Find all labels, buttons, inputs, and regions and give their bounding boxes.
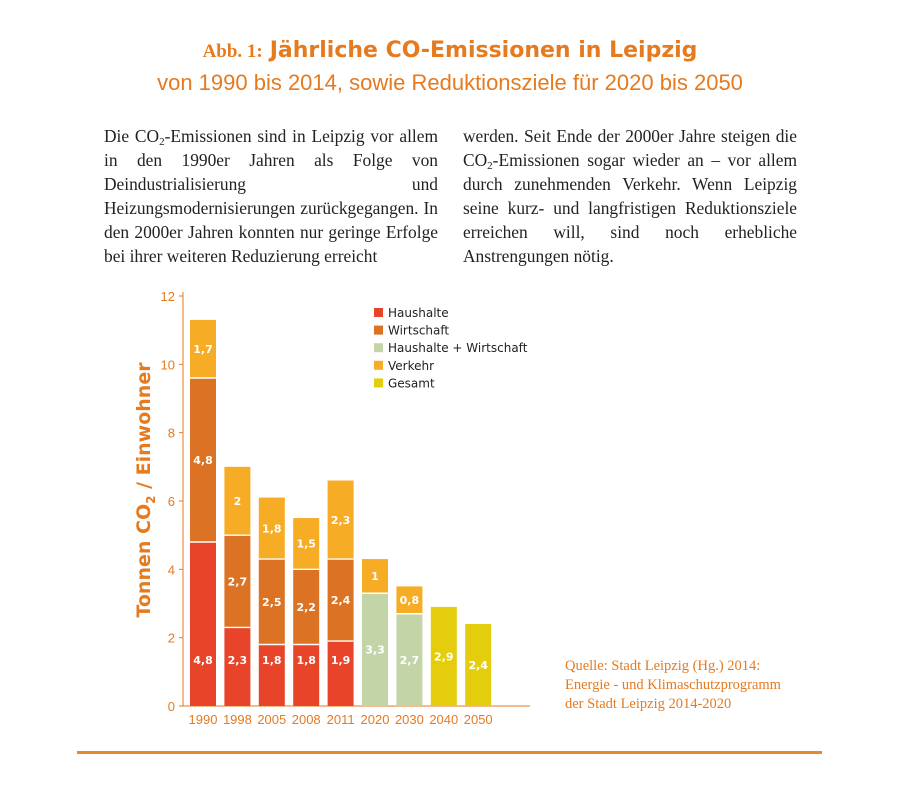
body-left-part-2: -Emissionen sind in Leipzig vor allem in… xyxy=(104,126,438,266)
bar-value-label: 0,8 xyxy=(400,594,420,607)
bar-value-label: 1,8 xyxy=(296,654,316,667)
body-right-part-2: -Emissionen sogar wieder an – vor allem … xyxy=(463,150,797,266)
y-tick-label: 10 xyxy=(161,357,175,372)
bar-value-label: 2,7 xyxy=(228,575,248,588)
bar-segment xyxy=(396,586,423,614)
bar-value-label: 2,4 xyxy=(468,659,488,672)
legend-swatch xyxy=(374,360,383,370)
legend-label: Gesamt xyxy=(388,376,435,390)
bar-value-label: 2,5 xyxy=(262,596,282,609)
chart-bars: 4,8 4,8 1,7 2,3 2,7 2 1,8 2,5 1,8 1,8 2,2 1,5 1,9 2,4… xyxy=(190,319,492,706)
y-axis-label-rest: / Einwohner xyxy=(133,362,155,496)
body-text-right: werden. Seit Ende der 2000er Jahre steig… xyxy=(463,124,797,268)
source-line-2: Energie - und Klimaschutzprogramm xyxy=(565,677,781,693)
body-left-subscript: 2 xyxy=(159,136,165,148)
bar-value-label: 1,8 xyxy=(262,654,282,667)
bar-segment xyxy=(224,535,251,628)
y-tick-label: 12 xyxy=(161,289,175,304)
x-tick-label: 2020 xyxy=(361,712,390,727)
bar-value-label: 4,8 xyxy=(193,654,213,667)
legend-label: Verkehr xyxy=(388,359,434,373)
bar-segment xyxy=(327,641,354,706)
bar-segment xyxy=(293,518,320,570)
legend-swatch xyxy=(374,343,383,353)
y-axis-label-subscript: 2 xyxy=(144,496,158,504)
y-tick-label: 2 xyxy=(168,631,175,646)
legend-swatch xyxy=(374,308,383,317)
bar-segment xyxy=(362,559,388,594)
y-axis-label: Tonnen CO2 / Einwohner xyxy=(133,362,158,618)
bar-value-label: 2,7 xyxy=(400,654,420,667)
title-line-1: Abb. 1: Jährliche CO-Emissionen in Leipz… xyxy=(0,34,900,67)
bar-value-label: 2,3 xyxy=(331,514,351,527)
bar-value-label: 1,8 xyxy=(262,522,282,535)
bar-value-label: 2,2 xyxy=(296,601,316,614)
x-tick-label: 2050 xyxy=(464,712,493,727)
body-text-left: Die CO2-Emissionen sind in Leipzig vor a… xyxy=(104,124,438,268)
bar-segment xyxy=(224,627,251,706)
body-right-part-1: werden. Seit Ende der 2000er Jahre steig… xyxy=(463,126,797,170)
x-tick-label: 2030 xyxy=(395,712,424,727)
y-axis-label-main: Tonnen CO xyxy=(133,504,155,618)
body-left-part-1: Die CO xyxy=(104,126,160,146)
y-tick-label: 8 xyxy=(168,426,175,441)
bar-segment xyxy=(293,644,320,706)
source-line-1: Quelle: Stadt Leipzig (Hg.) 2014: xyxy=(565,658,761,674)
chart-subtitle: von 1990 bis 2014, sowie Reduktionsziele… xyxy=(157,70,743,95)
legend-label: Haushalte xyxy=(388,306,449,320)
bar-segment xyxy=(465,624,492,706)
bar-value-label: 3,3 xyxy=(365,644,385,657)
bar-segment xyxy=(258,497,285,560)
chart-title: Jährliche CO-Emissionen in Leipzig xyxy=(269,38,698,63)
legend-label: Haushalte + Wirtschaft xyxy=(388,341,528,355)
bar-value-label: 2,3 xyxy=(228,654,248,667)
chart-legend: Haushalte Wirtschaft Haushalte + Wirtschaf… xyxy=(374,306,528,390)
bar-segment xyxy=(190,319,216,378)
y-axis-title: Tonnen CO2 / Einwohner xyxy=(133,362,158,618)
bar-segment xyxy=(430,606,457,706)
x-tick-label: 2040 xyxy=(429,712,458,727)
x-tick-label: 1998 xyxy=(223,712,252,727)
x-tick-label: 2005 xyxy=(257,712,286,727)
bar-value-label: 1,7 xyxy=(193,343,213,356)
bar-value-label: 2 xyxy=(234,495,242,508)
legend-swatch xyxy=(374,325,383,335)
bar-segment xyxy=(258,644,285,706)
bar-segment xyxy=(293,569,320,645)
bar-segment xyxy=(190,378,216,542)
bottom-divider xyxy=(77,751,822,754)
x-tick-label: 2008 xyxy=(292,712,321,727)
bar-segment xyxy=(190,542,216,706)
source-line-3: der Stadt Leipzig 2014-2020 xyxy=(565,696,732,712)
legend-swatch xyxy=(374,378,383,388)
figure-title: Abb. 1: Jährliche CO-Emissionen in Leipz… xyxy=(0,34,900,98)
bar-segment xyxy=(327,480,354,560)
figure-number: Abb. 1: xyxy=(202,41,263,62)
legend-label: Wirtschaft xyxy=(388,324,449,338)
bar-value-label: 4,8 xyxy=(193,454,213,467)
bar-value-label: 2,4 xyxy=(331,594,351,607)
bar-value-label: 2,9 xyxy=(434,650,454,663)
y-tick-label: 0 xyxy=(168,699,175,714)
x-tick-label: 2011 xyxy=(327,712,355,727)
bar-value-label: 1,9 xyxy=(331,654,351,667)
bar-segment xyxy=(362,593,388,706)
bar-segment xyxy=(258,559,285,645)
bar-segment xyxy=(327,559,354,642)
y-tick-label: 4 xyxy=(168,562,175,577)
bar-segment xyxy=(396,613,423,706)
bar-value-label: 1,5 xyxy=(296,538,316,551)
source-note: Quelle: Stadt Leipzig (Hg.) 2014: Energi… xyxy=(565,657,825,714)
body-right-subscript: 2 xyxy=(487,160,493,172)
x-tick-label: 1990 xyxy=(189,712,218,727)
bar-segment xyxy=(224,466,251,536)
y-tick-label: 6 xyxy=(168,494,175,509)
bar-value-label: 1 xyxy=(371,570,379,583)
